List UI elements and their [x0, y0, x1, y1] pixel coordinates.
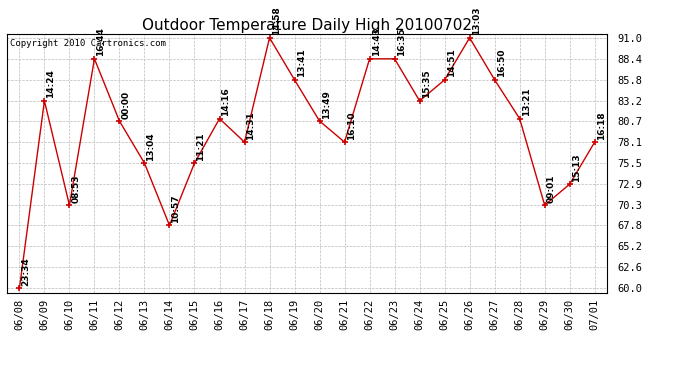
Text: 13:49: 13:49	[322, 90, 331, 118]
Text: 13:21: 13:21	[522, 88, 531, 116]
Text: 14:51: 14:51	[446, 49, 455, 77]
Text: 11:21: 11:21	[197, 132, 206, 161]
Text: 13:03: 13:03	[472, 7, 481, 35]
Text: 16:44: 16:44	[97, 27, 106, 56]
Text: 00:00: 00:00	[121, 90, 130, 118]
Text: Copyright 2010 Cartronics.com: Copyright 2010 Cartronics.com	[10, 39, 166, 48]
Text: 14:24: 14:24	[46, 70, 55, 99]
Text: 13:04: 13:04	[146, 132, 155, 161]
Text: 16:18: 16:18	[597, 111, 606, 140]
Text: 14:43: 14:43	[372, 27, 381, 56]
Text: 16:35: 16:35	[397, 28, 406, 56]
Text: 14:58: 14:58	[272, 7, 281, 35]
Text: 13:41: 13:41	[297, 49, 306, 77]
Text: 15:13: 15:13	[572, 153, 581, 182]
Text: 08:53: 08:53	[72, 174, 81, 203]
Text: 16:10: 16:10	[346, 111, 355, 140]
Text: 14:16: 14:16	[221, 87, 230, 116]
Text: 23:34: 23:34	[21, 257, 30, 286]
Text: 09:01: 09:01	[546, 174, 555, 203]
Text: 15:35: 15:35	[422, 70, 431, 99]
Text: 16:50: 16:50	[497, 49, 506, 77]
Text: 14:31: 14:31	[246, 111, 255, 140]
Title: Outdoor Temperature Daily High 20100702: Outdoor Temperature Daily High 20100702	[142, 18, 472, 33]
Text: 10:57: 10:57	[172, 194, 181, 223]
